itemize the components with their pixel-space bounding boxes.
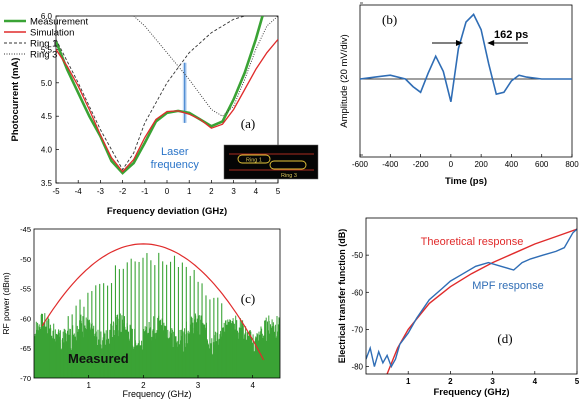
panel-d-frame: [365, 217, 578, 375]
panel-a-xtick-label: -3: [97, 187, 105, 196]
panel-a-xtick-label: -2: [119, 187, 127, 196]
panel-c-plot: [34, 243, 280, 378]
panel-d-xtick-label: 4: [533, 377, 538, 386]
laser-annotation: Laser: [161, 146, 189, 158]
inset-ring3-label: Ring 3: [281, 173, 297, 179]
panel-b-ylabel: Amplitude (20 mV/div): [339, 34, 350, 127]
panel-d-ytick-label: -70: [351, 325, 363, 334]
panel-c-ylabel: RF power (dBm): [1, 272, 11, 335]
panel-c: 1 2 3 4 -45 -50 -55 -60 -65 -70 Frequency (GHz) RF …: [1, 225, 281, 399]
panel-d-xtick-label: 1: [406, 377, 411, 386]
panel-c-ytick-label: -65: [20, 344, 31, 353]
panel-a-ytick-label: 3.5: [41, 179, 53, 188]
panel-c-ytick-label: -45: [20, 225, 31, 234]
panel-a-label: (a): [241, 116, 255, 131]
panel-d-ytick-label: -80: [351, 363, 363, 372]
ring-inset: Ring 1 Ring 3: [223, 144, 319, 180]
legend-label: Ring 1: [30, 39, 57, 50]
panel-b-xtick-label: -200: [413, 160, 430, 169]
panel-b-xtick-label: 0: [449, 160, 454, 169]
series-ring-1: [56, 16, 245, 171]
panel-a-xtick-label: 2: [209, 187, 214, 196]
panel-c-ytick-label: -60: [20, 314, 31, 323]
measured-label: Measured: [68, 351, 129, 366]
laser-annotation: frequency: [151, 159, 200, 171]
panel-a-ytick-label: 6.0: [41, 12, 53, 21]
panel-b-frame: [359, 4, 573, 158]
panel-d-ytick-label: -50: [351, 251, 363, 260]
panel-c-xtick-label: 2: [141, 381, 146, 390]
panel-b-xtick-label: -600: [352, 160, 369, 169]
panel-b-label: (b): [382, 12, 397, 27]
panel-c-ytick-label: -70: [20, 374, 31, 383]
panel-d: 1 2 3 4 5 -50 -60 -70 -80 Frequency (GHz) Electric…: [337, 217, 580, 398]
inset-ring1-label: Ring 1: [246, 158, 262, 164]
panel-c-frame: [33, 228, 281, 379]
panel-c-ytick-label: -50: [20, 255, 31, 264]
panel-d-xtick-label: 3: [490, 377, 495, 386]
panel-a-plot: [56, 16, 278, 175]
panel-a-ytick-label: 4.0: [41, 146, 53, 155]
panel-a-xtick-label: -4: [75, 187, 83, 196]
panel-a-xtick-label: 1: [187, 187, 192, 196]
panel-a-xtick-label: 3: [231, 187, 236, 196]
panel-d-plot: [366, 228, 577, 374]
panel-b-xtick-label: 200: [474, 160, 488, 169]
panel-a-xtick-label: -1: [141, 187, 149, 196]
panel-b-xtick-label: -400: [382, 160, 399, 169]
panel-d-ylabel: Electrical transfer function (dB): [337, 229, 347, 364]
panel-c-label: (c): [241, 291, 255, 306]
panel-d-xtick-label: 2: [448, 377, 453, 386]
panel-a: -5 -4 -3 -2 -1 0 1 2 3 4 5 3.5 4.0 4.5 5.0 5.5 6.0 Freque…: [4, 12, 319, 217]
panel-a-xlabel: Frequency deviation (GHz): [107, 206, 227, 217]
panel-a-xtick-label: -5: [52, 187, 60, 196]
legend-label: Simulation: [30, 28, 74, 39]
theoretical-response-curve: [386, 228, 577, 374]
panel-b: -600 -400 -200 0 200 400 600 800 Time (ps) Amplit…: [339, 2, 579, 187]
panel-b-xtick-label: 600: [535, 160, 549, 169]
envelope-curve: [41, 243, 265, 361]
series-ring-3: [133, 16, 278, 117]
panel-b-xtick-label: 400: [505, 160, 519, 169]
panel-a-xtick-label: 4: [254, 187, 259, 196]
panel-b-xlabel: Time (ps): [445, 176, 487, 187]
panel-a-ylabel: Photocurrent (mA): [10, 58, 21, 142]
ring1-shape: [237, 154, 271, 164]
panel-a-xtick-label: 5: [276, 187, 281, 196]
panel-b-xtick-label: 800: [565, 160, 579, 169]
width-arrowhead-left: [455, 40, 463, 46]
legend-label: Ring 3: [30, 50, 57, 61]
mpf-response-label: MPF response: [472, 280, 544, 292]
series-simulation: [56, 38, 278, 173]
width-arrowhead-right: [487, 40, 495, 46]
panel-c-ytick-label: -55: [20, 285, 31, 294]
panel-d-label: (d): [497, 331, 512, 346]
panel-a-ytick-label: 4.5: [41, 112, 53, 121]
theoretical-response-label: Theoretical response: [421, 236, 524, 248]
panel-c-xtick-label: 1: [86, 381, 91, 390]
legend-label: Measurement: [30, 17, 88, 28]
panel-c-xlabel: Frequency (GHz): [122, 389, 191, 399]
mpf-response-curve: [366, 228, 577, 369]
panel-a-xtick-label: 0: [165, 187, 170, 196]
panel-d-xtick-label: 5: [575, 377, 580, 386]
panel-a-ytick-label: 5.0: [41, 79, 53, 88]
panel-c-xtick-label: 4: [250, 381, 255, 390]
panel-a-ytick-label: 5.5: [41, 45, 53, 54]
series-measurement: [56, 16, 264, 175]
pulse-trace: [359, 13, 572, 102]
panel-d-xlabel: Frequency (GHz): [433, 387, 509, 398]
panel-c-xtick-label: 3: [196, 381, 201, 390]
panel-d-ytick-label: -60: [351, 288, 363, 297]
ring3-shape: [269, 160, 307, 170]
pulse-width-label: 162 ps: [494, 29, 528, 41]
